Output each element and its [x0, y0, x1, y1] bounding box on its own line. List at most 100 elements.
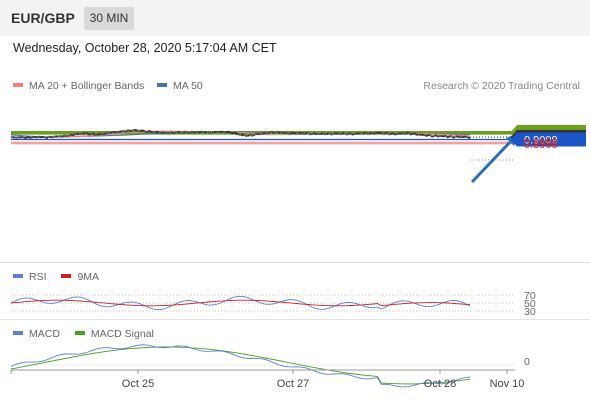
legend-ma20-label: MA 20 + Bollinger Bands — [29, 80, 145, 92]
legend-macd-label: MACD — [29, 328, 60, 340]
candle-body — [370, 132, 374, 134]
candle-body — [163, 131, 167, 134]
candle-body — [285, 132, 289, 134]
candle-body — [359, 132, 362, 135]
price-tag-bg-0.9009 — [517, 132, 586, 147]
candle-body — [305, 132, 308, 135]
ma50-swatch — [157, 83, 167, 88]
candle-body — [92, 133, 95, 135]
candle-body — [432, 135, 436, 137]
candle-body — [248, 134, 252, 136]
candle-body — [388, 133, 391, 136]
candle-body — [400, 132, 403, 135]
candle-body — [233, 132, 236, 134]
candle-body — [303, 133, 306, 135]
candle-body — [247, 134, 250, 137]
price-label-0.9009: 0.9009 — [524, 135, 558, 147]
candle-body — [72, 134, 76, 136]
candle-body — [167, 132, 171, 135]
candle-body — [68, 134, 72, 136]
candle-body — [268, 132, 271, 134]
candle-body — [392, 132, 395, 135]
candle-body — [183, 131, 186, 134]
x-tick-label: Oct 28 — [424, 378, 456, 390]
candle-body — [270, 131, 273, 133]
legend-ma20-bollinger: MA 20 + Bollinger Bands — [13, 80, 144, 92]
candle-body — [419, 133, 422, 136]
price-tag-pointer-0.9009 — [511, 132, 517, 147]
candle-body — [295, 132, 298, 135]
candle-body — [264, 132, 267, 134]
candle-body — [363, 132, 366, 134]
candle-body — [272, 131, 275, 134]
candle-body — [204, 131, 207, 134]
candle-body — [26, 136, 29, 139]
candle-body — [64, 135, 68, 137]
candle-body — [386, 132, 389, 135]
legend-macd: MACD MACD Signal — [13, 328, 154, 340]
candle-body — [117, 130, 120, 133]
candle-body — [208, 131, 211, 134]
legend-ma50: MA 50 — [157, 80, 203, 92]
candle-body — [452, 136, 455, 139]
candle-body — [84, 132, 87, 134]
candle-body — [411, 133, 415, 135]
candle-body — [128, 130, 132, 132]
candle-body — [239, 134, 242, 136]
candle-body — [301, 132, 304, 135]
candle-body — [245, 135, 248, 137]
candle-body — [24, 137, 27, 139]
candle-body — [152, 131, 155, 134]
candle-body — [299, 132, 302, 135]
candle-body — [132, 129, 136, 131]
candle-body — [109, 132, 112, 135]
candle-body — [61, 135, 64, 138]
candle-body — [140, 129, 143, 132]
candle-body — [429, 134, 432, 137]
candle-body — [123, 130, 126, 133]
candle-body — [157, 131, 161, 134]
candle-body — [179, 131, 182, 134]
candle-body — [465, 136, 469, 138]
candle-body — [159, 131, 163, 134]
candle-body — [41, 136, 45, 138]
candle-body — [82, 133, 85, 135]
timeframe-button[interactable]: 30 MIN — [84, 7, 134, 30]
candle-body — [252, 134, 256, 136]
candle-body — [59, 135, 62, 138]
candle-body — [217, 131, 221, 133]
candle-body — [126, 129, 130, 132]
panel-divider-rsi — [0, 262, 590, 263]
candle-body — [97, 133, 101, 136]
candle-body — [427, 134, 430, 137]
candle-body — [291, 132, 294, 134]
candle-body — [258, 132, 262, 135]
panel-divider-macd — [0, 319, 590, 320]
candle-body — [405, 132, 409, 134]
candle-body — [32, 136, 35, 138]
candle-body — [289, 132, 293, 135]
candle-body — [14, 137, 18, 139]
candle-body — [343, 132, 347, 135]
candle-body — [372, 132, 376, 135]
candle-body — [223, 131, 227, 134]
candle-body — [194, 131, 198, 134]
candle-body — [378, 132, 382, 134]
candle-body — [376, 132, 380, 134]
candle-body — [63, 134, 66, 137]
candle-body — [206, 131, 209, 133]
candle-body — [169, 131, 172, 134]
candle-body — [401, 132, 405, 135]
candle-body — [115, 131, 118, 134]
candle-body — [336, 132, 339, 135]
candle-body — [95, 133, 99, 136]
candle-body — [450, 135, 453, 138]
candle-body — [281, 132, 285, 135]
candle-body — [440, 135, 444, 138]
candle-body — [113, 131, 116, 134]
candle-body — [101, 132, 105, 135]
candle-body — [423, 134, 426, 136]
candle-body — [413, 132, 416, 135]
candle-body — [276, 131, 279, 134]
